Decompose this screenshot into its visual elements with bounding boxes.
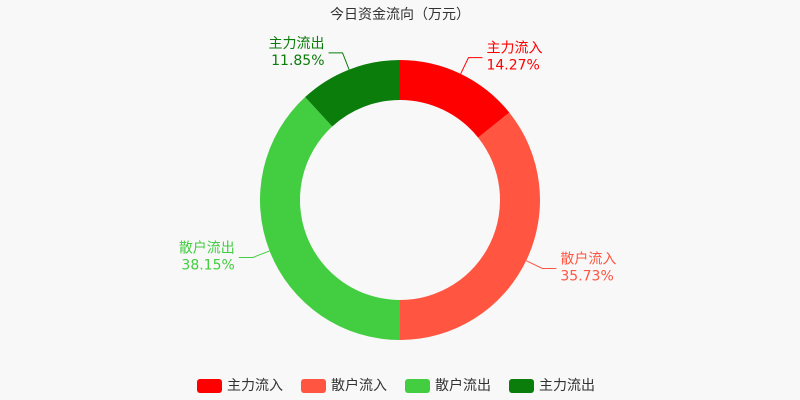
slice-value-label: 14.27% xyxy=(486,58,539,74)
legend-swatch xyxy=(405,379,430,393)
leader-line xyxy=(238,250,270,258)
chart-title: 今日资金流向（万元） xyxy=(330,7,470,23)
slice-label: 主力流入 xyxy=(486,41,542,57)
donut-slice xyxy=(305,60,400,127)
donut-slice xyxy=(400,112,540,341)
legend-label: 散户流出 xyxy=(435,377,491,394)
leader-line xyxy=(460,57,483,75)
legend-label: 主力流入 xyxy=(227,378,283,394)
legend-label: 散户流入 xyxy=(331,377,387,394)
slice-value-label: 11.85% xyxy=(271,53,324,69)
legend-swatch xyxy=(197,379,222,393)
leader-line xyxy=(525,260,557,269)
legend-swatch xyxy=(509,379,534,393)
slice-value-label: 38.15% xyxy=(181,257,234,273)
slice-label: 主力流出 xyxy=(269,36,325,52)
donut-slice xyxy=(400,60,510,138)
slice-label: 散户流入 xyxy=(560,250,616,267)
slice-value-label: 35.73% xyxy=(560,268,613,284)
donut-slice xyxy=(260,97,400,340)
legend-swatch xyxy=(301,379,326,393)
legend-label: 主力流出 xyxy=(539,378,595,394)
leader-line xyxy=(328,52,350,70)
slice-label: 散户流出 xyxy=(179,239,235,256)
